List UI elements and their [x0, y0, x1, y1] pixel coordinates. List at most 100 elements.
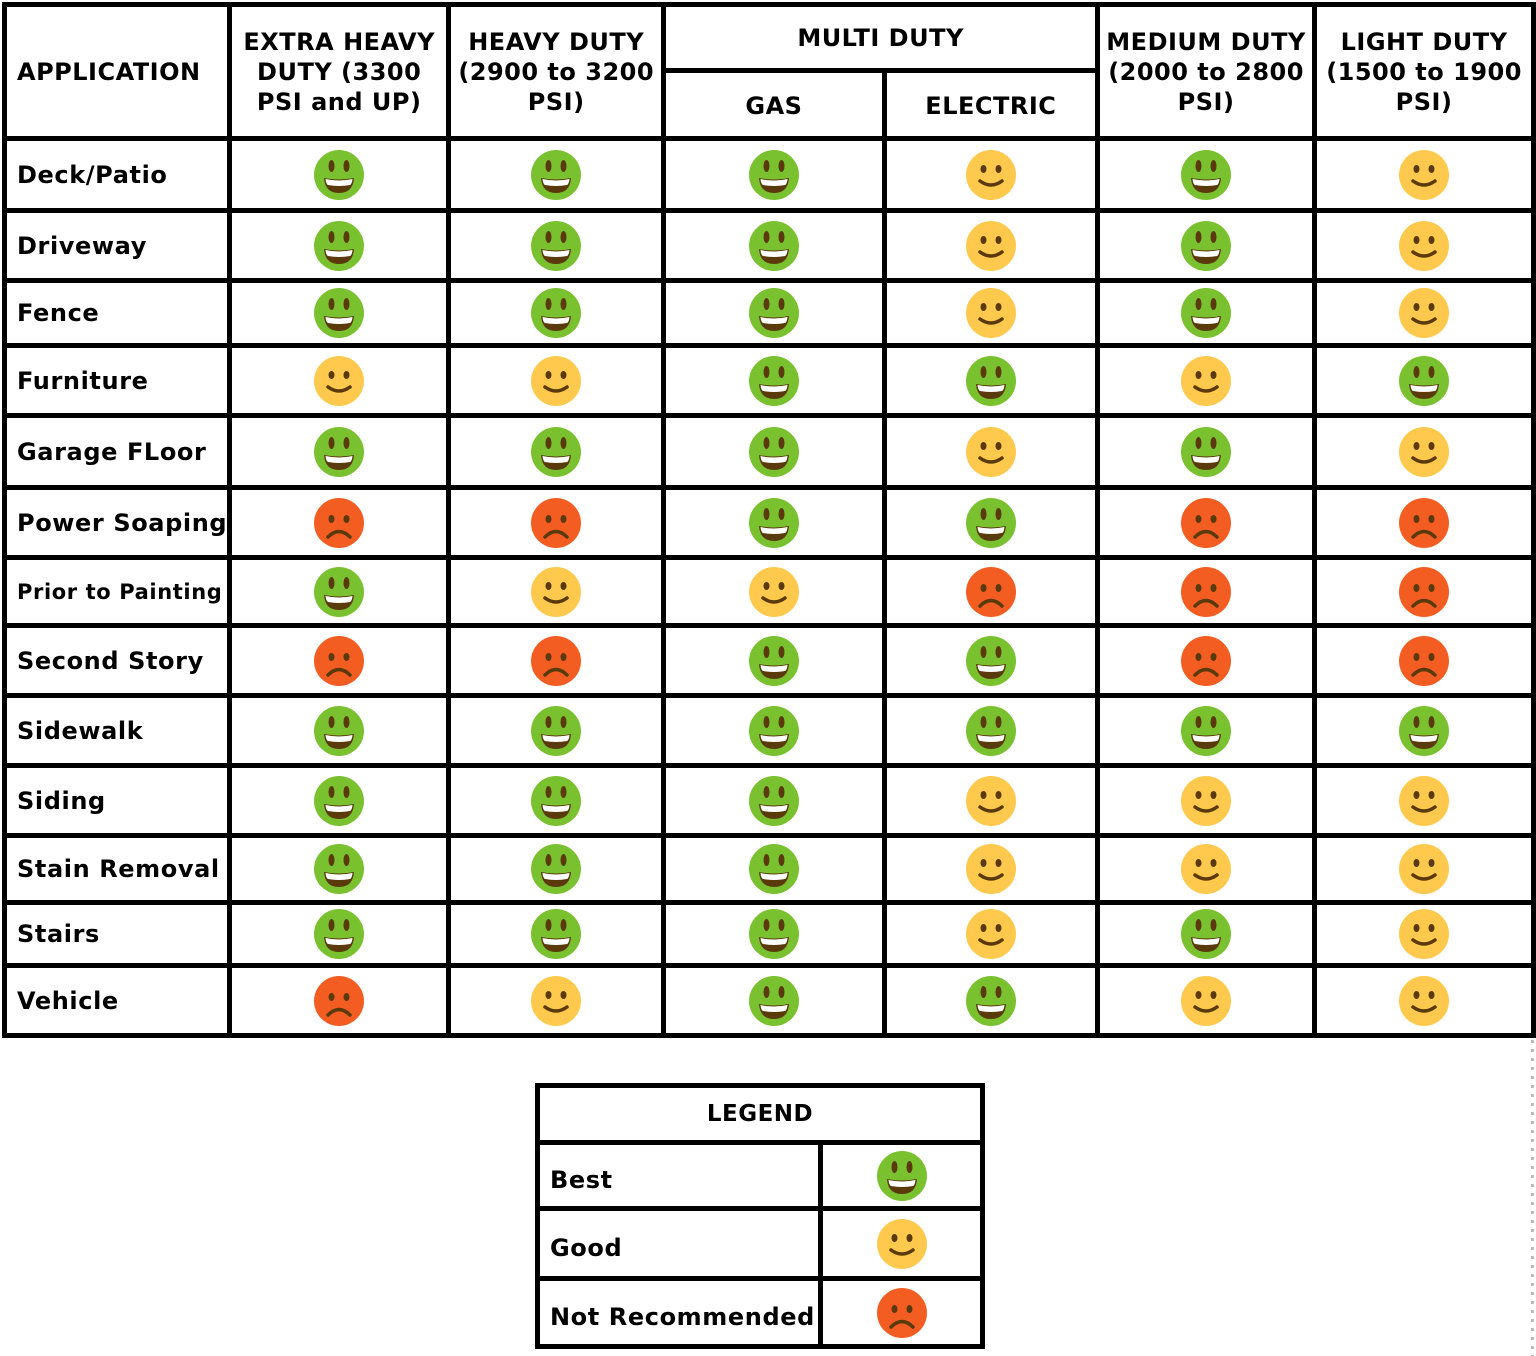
- rating-cell: [446, 623, 667, 698]
- grinning-face-icon: [313, 426, 365, 478]
- grinning-face-icon: [965, 635, 1017, 687]
- frowning-face-icon: [313, 975, 365, 1027]
- table-row: Garage FLoor: [1, 413, 1536, 490]
- smiling-face-icon: [876, 1218, 928, 1270]
- header-multi-duty: MULTI DUTY: [661, 2, 1100, 73]
- rating-cell: [881, 413, 1100, 490]
- smiling-face-icon: [530, 566, 582, 618]
- frowning-face-icon: [530, 635, 582, 687]
- grinning-face-icon: [313, 149, 365, 201]
- grinning-face-icon: [530, 426, 582, 478]
- rating-cell: [661, 343, 887, 418]
- frowning-face-icon: [313, 497, 365, 549]
- row-label: Deck/Patio: [1, 136, 233, 213]
- grinning-face-icon: [748, 287, 800, 339]
- grinning-face-icon: [965, 497, 1017, 549]
- grinning-face-icon: [530, 287, 582, 339]
- rating-cell: [446, 208, 667, 283]
- grinning-face-icon: [965, 705, 1017, 757]
- rating-cell: [1094, 763, 1318, 838]
- smiling-face-icon: [748, 566, 800, 618]
- table-row: Deck/Patio: [1, 136, 1536, 213]
- scan-artifact: [1531, 1040, 1534, 1356]
- rating-cell: [446, 278, 667, 348]
- rating-cell: [446, 763, 667, 838]
- rating-cell: [881, 693, 1100, 768]
- table-row: Prior to Painting: [1, 555, 1536, 628]
- smiling-face-icon: [965, 220, 1017, 272]
- row-label: Driveway: [1, 208, 233, 283]
- row-label: Fence: [1, 278, 233, 348]
- row-label: Sidewalk: [1, 693, 233, 768]
- row-label: Prior to Painting: [1, 555, 233, 628]
- rating-cell: [1312, 693, 1536, 768]
- rating-cell: [446, 693, 667, 768]
- rating-cell: [1094, 485, 1318, 560]
- grinning-face-icon: [313, 843, 365, 895]
- grinning-face-icon: [530, 149, 582, 201]
- grinning-face-icon: [748, 355, 800, 407]
- grinning-face-icon: [1398, 705, 1450, 757]
- rating-cell: [881, 763, 1100, 838]
- smiling-face-icon: [1398, 220, 1450, 272]
- smiling-face-icon: [530, 975, 582, 1027]
- application-chart-table: APPLICATION EXTRA HEAVY DUTY (3300 PSI a…: [1, 2, 1536, 1038]
- row-label: Power Soaping: [1, 485, 233, 560]
- rating-cell: [661, 136, 887, 213]
- grinning-face-icon: [530, 908, 582, 960]
- grinning-face-icon: [748, 220, 800, 272]
- table-row: Furniture: [1, 343, 1536, 418]
- legend-title: LEGEND: [535, 1083, 985, 1145]
- row-label: Second Story: [1, 623, 233, 698]
- smiling-face-icon: [1398, 149, 1450, 201]
- rating-cell: [446, 833, 667, 905]
- rating-cell: [446, 485, 667, 560]
- grinning-face-icon: [313, 705, 365, 757]
- rating-cell: [661, 900, 887, 968]
- rating-cell: [1312, 900, 1536, 968]
- rating-cell: [881, 900, 1100, 968]
- header-light-duty: LIGHT DUTY (1500 to 1900 PSI): [1312, 2, 1536, 141]
- grinning-face-icon: [1180, 705, 1232, 757]
- rating-cell: [446, 343, 667, 418]
- smiling-face-icon: [530, 355, 582, 407]
- smiling-face-icon: [965, 775, 1017, 827]
- rating-cell: [1094, 413, 1318, 490]
- grinning-face-icon: [313, 908, 365, 960]
- frowning-face-icon: [1180, 566, 1232, 618]
- row-label: Furniture: [1, 343, 233, 418]
- grinning-face-icon: [530, 775, 582, 827]
- rating-cell: [1312, 278, 1536, 348]
- rating-cell: [661, 623, 887, 698]
- smiling-face-icon: [965, 843, 1017, 895]
- frowning-face-icon: [1398, 566, 1450, 618]
- rating-cell: [661, 485, 887, 560]
- table-row: Second Story: [1, 623, 1536, 698]
- rating-cell: [661, 763, 887, 838]
- rating-cell: [1094, 555, 1318, 628]
- grinning-face-icon: [748, 843, 800, 895]
- grinning-face-icon: [1180, 287, 1232, 339]
- table-row: Stairs: [1, 900, 1536, 968]
- frowning-face-icon: [530, 497, 582, 549]
- rating-cell: [1094, 136, 1318, 213]
- grinning-face-icon: [748, 908, 800, 960]
- rating-cell: [446, 136, 667, 213]
- rating-cell: [227, 833, 452, 905]
- table-row: Vehicle: [1, 963, 1536, 1038]
- table-row: Power Soaping: [1, 485, 1536, 560]
- frowning-face-icon: [313, 635, 365, 687]
- rating-cell: [446, 413, 667, 490]
- smiling-face-icon: [1180, 355, 1232, 407]
- rating-cell: [881, 623, 1100, 698]
- rating-cell: [1312, 343, 1536, 418]
- rating-cell: [446, 963, 667, 1038]
- smiling-face-icon: [313, 355, 365, 407]
- header-multi-electric: ELECTRIC: [881, 68, 1100, 141]
- rating-cell: [227, 208, 452, 283]
- grinning-face-icon: [748, 975, 800, 1027]
- table-row: Sidewalk: [1, 693, 1536, 768]
- legend-icon-cell: [818, 1206, 985, 1281]
- rating-cell: [227, 485, 452, 560]
- grinning-face-icon: [1180, 149, 1232, 201]
